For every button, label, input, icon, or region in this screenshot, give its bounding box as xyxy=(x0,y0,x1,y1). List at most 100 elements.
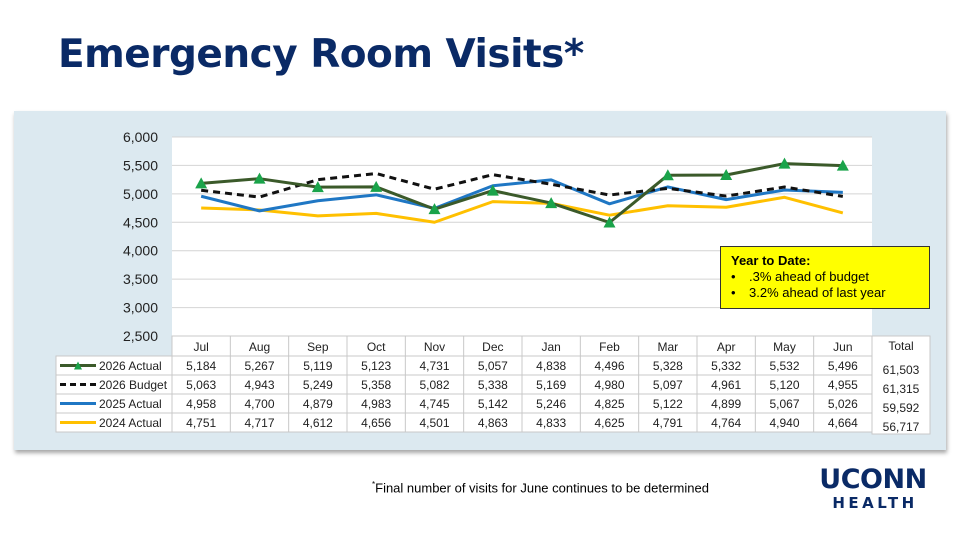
series-line xyxy=(201,162,843,225)
y-axis-ticks: 2,500 3,000 3,500 4,000 4,500 5,000 5,500 6,000 xyxy=(123,129,158,344)
footnote-text: Final number of visits for June continue… xyxy=(375,480,709,496)
table-cell-value: 4,833 xyxy=(536,416,566,430)
ytd-title: Year to Date: xyxy=(731,253,811,268)
table-cell-value: 5,057 xyxy=(478,359,508,373)
table-cell-value: 4,943 xyxy=(244,378,274,392)
table-cell-value: 4,717 xyxy=(244,416,274,430)
table-cell-value: 4,764 xyxy=(711,416,741,430)
table-cell-value: 4,879 xyxy=(303,397,333,411)
x-tick-label: Jul xyxy=(193,340,208,354)
x-tick-label: Jun xyxy=(833,340,852,354)
x-tick-label: Aug xyxy=(249,340,270,354)
table-cell-value: 4,745 xyxy=(419,397,449,411)
x-tick-label: May xyxy=(773,340,796,354)
table-cell-value: 4,625 xyxy=(594,416,624,430)
table-cell-value: 5,532 xyxy=(769,359,799,373)
data-point-marker xyxy=(486,184,499,196)
table-cell-value: 5,169 xyxy=(536,378,566,392)
table-cell-value: 5,184 xyxy=(186,359,216,373)
data-point-marker xyxy=(720,168,733,180)
table-cell-value: 4,791 xyxy=(653,416,683,430)
ytd-callout: Year to Date: • .3% ahead of budget • 3.2%… xyxy=(720,246,930,309)
total-header: Total xyxy=(888,339,913,353)
y-tick-label: 4,000 xyxy=(123,243,158,259)
ytd-item: • .3% ahead of budget xyxy=(731,269,929,285)
table-cell-value: 4,731 xyxy=(419,359,449,373)
y-tick-label: 5,500 xyxy=(123,157,158,173)
y-tick-label: 3,500 xyxy=(123,271,158,287)
legend-label: 2026 Actual xyxy=(99,359,162,373)
total-value: 61,315 xyxy=(883,382,920,396)
legend-label: 2025 Actual xyxy=(99,397,162,411)
table-cell-value: 5,122 xyxy=(653,397,683,411)
legend-label: 2024 Actual xyxy=(99,416,162,430)
ytd-item-text: 3.2% ahead of last year xyxy=(749,285,886,300)
table-cell-value: 4,961 xyxy=(711,378,741,392)
x-tick-label: Dec xyxy=(482,340,503,354)
y-tick-label: 2,500 xyxy=(123,328,158,344)
legend-label: 2026 Budget xyxy=(99,378,168,392)
data-point-marker xyxy=(778,157,791,169)
x-tick-label: Sep xyxy=(307,340,329,354)
data-point-marker xyxy=(195,177,208,189)
ytd-item: • 3.2% ahead of last year xyxy=(731,285,929,301)
table-cell-value: 5,097 xyxy=(653,378,683,392)
data-point-marker xyxy=(603,216,616,228)
data-point-marker xyxy=(836,159,849,171)
table-cell-value: 4,496 xyxy=(594,359,624,373)
x-tick-label: Oct xyxy=(367,340,386,354)
page-title: Emergency Room Visits* xyxy=(58,32,584,77)
table-cell-value: 4,501 xyxy=(419,416,449,430)
uconn-health-logo: UCONN HEALTH xyxy=(814,465,932,512)
chart-series-lines xyxy=(200,162,844,225)
data-table: Jul Aug Sep Oct Nov Dec Jan Feb Mar Apr May Jun Tota… xyxy=(55,335,931,435)
total-value: 59,592 xyxy=(883,401,920,415)
table-cell-value: 4,899 xyxy=(711,397,741,411)
table-cell-value: 5,119 xyxy=(303,359,332,373)
y-tick-label: 3,000 xyxy=(123,300,158,316)
bullet-icon: • xyxy=(731,285,736,300)
y-tick-label: 6,000 xyxy=(123,129,158,145)
table-cell-value: 4,838 xyxy=(536,359,566,373)
table-cell-value: 4,700 xyxy=(244,397,274,411)
series-line xyxy=(200,172,844,199)
series-line xyxy=(201,195,844,224)
legend-key-marker xyxy=(74,361,82,370)
footnote: *Final number of visits for June continu… xyxy=(372,480,709,495)
table-cell-value: 5,120 xyxy=(769,378,799,392)
table-cell-value: 5,026 xyxy=(828,397,858,411)
table-cell-value: 5,328 xyxy=(653,359,683,373)
table-cell-value: 5,067 xyxy=(769,397,799,411)
table-cell-value: 5,246 xyxy=(536,397,566,411)
table-cell-value: 4,664 xyxy=(828,416,858,430)
table-cell-value: 5,332 xyxy=(711,359,741,373)
x-tick-label: Feb xyxy=(599,340,620,354)
chart-markers xyxy=(195,157,849,228)
table-cell-value: 5,267 xyxy=(244,359,274,373)
table-cell-value: 4,863 xyxy=(478,416,508,430)
y-tick-label: 5,000 xyxy=(123,186,158,202)
table-cell-value: 5,249 xyxy=(303,378,333,392)
data-point-marker xyxy=(370,180,383,192)
x-tick-label: Mar xyxy=(657,340,678,354)
table-cell-value: 4,751 xyxy=(186,416,216,430)
bullet-icon: • xyxy=(731,269,736,284)
logo-subtitle: HEALTH xyxy=(832,494,918,512)
table-cell-value: 4,983 xyxy=(361,397,391,411)
data-point-marker xyxy=(253,172,266,184)
table-cell-value: 4,958 xyxy=(186,397,216,411)
table-cell-value: 5,142 xyxy=(478,397,508,411)
footnote-mark: * xyxy=(372,480,376,489)
table-cell-value: 4,612 xyxy=(303,416,333,430)
logo-wordmark: UCONN xyxy=(819,464,927,495)
table-cell-value: 4,656 xyxy=(361,416,391,430)
data-point-marker xyxy=(661,169,674,181)
table-cell-value: 5,082 xyxy=(419,378,449,392)
total-value: 61,503 xyxy=(883,363,920,377)
data-point-marker xyxy=(311,181,324,193)
table-cell-value: 5,496 xyxy=(828,359,858,373)
series-line xyxy=(200,178,843,213)
table-cell-value: 4,825 xyxy=(594,397,624,411)
table-cell-value: 5,063 xyxy=(186,378,216,392)
